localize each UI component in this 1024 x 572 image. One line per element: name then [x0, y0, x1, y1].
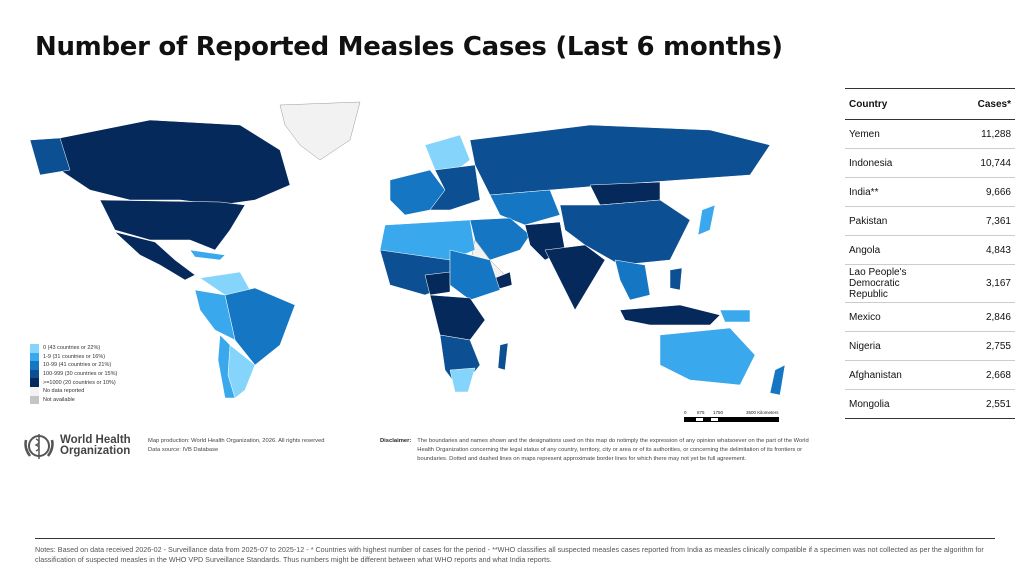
region-philippines	[669, 267, 683, 291]
region-greenland	[279, 101, 361, 161]
region-china	[559, 199, 691, 266]
legend-label: 100-999 (30 countries or 15%)	[43, 371, 118, 378]
table-row: Nigeria 2,755	[845, 331, 1015, 361]
region-australia	[659, 327, 756, 386]
country-cell: Afghanistan	[845, 360, 943, 390]
region-madagascar	[497, 342, 509, 371]
table-row: Mexico 2,846	[845, 302, 1015, 332]
region-sudan-ethiopia	[449, 249, 501, 301]
region-nigeria	[424, 271, 451, 296]
region-india	[544, 244, 606, 311]
region-south-africa	[449, 367, 476, 393]
page-title: Number of Reported Measles Cases (Last 6…	[35, 32, 783, 62]
who-name-line1: World Health	[60, 434, 131, 446]
region-central-africa	[429, 294, 486, 341]
legend-item: 100-999 (30 countries or 15%)	[30, 369, 118, 379]
cases-cell: 9,666	[943, 177, 1015, 207]
disclaimer-text: The boundaries and names shown and the d…	[417, 438, 809, 462]
country-cell: Yemen	[845, 119, 943, 149]
region-japan	[697, 204, 716, 236]
table-row: Indonesia 10,744	[845, 148, 1015, 178]
disclaimer-label: Disclaimer:	[380, 438, 412, 444]
scale-tick: 3500 Kilometers	[746, 410, 779, 415]
legend-swatch	[30, 352, 39, 362]
region-usa	[99, 199, 246, 251]
table-row: Afghanistan 2,668	[845, 360, 1015, 390]
cases-cell: 10,744	[943, 148, 1015, 178]
legend-item: Not available	[30, 395, 117, 405]
country-cell: Indonesia	[845, 148, 943, 178]
cases-cell: 7,361	[943, 206, 1015, 236]
map-legend: 0 (43 countries or 22%) 1-9 (31 countrie…	[30, 344, 118, 405]
country-cell: Pakistan	[845, 206, 943, 236]
who-name-line2: Organization	[60, 445, 131, 457]
column-header-country: Country	[845, 88, 943, 120]
legend-item: 10-99 (41 countries or 21%)	[30, 361, 117, 370]
country-cell: Nigeria	[845, 331, 943, 361]
cases-cell: 11,288	[943, 119, 1015, 149]
legend-label: 1-9 (31 countries or 16%)	[43, 353, 106, 360]
region-alaska	[30, 137, 71, 176]
legend-item: No data reported	[30, 386, 117, 396]
region-mexico	[114, 231, 196, 281]
legend-item: 0 (43 countries or 22%)	[30, 344, 117, 353]
top-countries-table: Country Cases* Yemen 11,288 Indonesia 10,74…	[845, 88, 1015, 419]
country-cell: Mongolia	[845, 389, 943, 419]
who-logo: World Health Organization	[22, 430, 131, 462]
region-indonesia	[619, 304, 721, 326]
column-header-cases: Cases*	[943, 88, 1015, 120]
region-peru	[194, 289, 236, 341]
map-info: Map production: World Health Organizatio…	[148, 437, 324, 455]
cases-cell: 2,755	[943, 331, 1015, 361]
footnotes: Notes: Based on data received 2026-02 - …	[35, 538, 995, 565]
table-row: Mongolia 2,551	[845, 389, 1015, 419]
country-cell: Mexico	[845, 302, 943, 332]
legend-item: 1-9 (31 countries or 16%)	[30, 352, 117, 362]
legend-swatch	[30, 386, 39, 396]
region-canada	[49, 119, 291, 206]
region-se-asia	[614, 259, 651, 301]
table-row: Angola 4,843	[845, 235, 1015, 265]
region-png	[719, 309, 751, 323]
world-map	[30, 101, 786, 399]
legend-swatch	[30, 344, 39, 353]
who-emblem-icon	[24, 434, 54, 459]
scale-tick: 1750	[713, 410, 724, 415]
cases-cell: 2,551	[943, 389, 1015, 419]
map-production: Map production: World Health Organizatio…	[148, 438, 325, 444]
table-row: Lao People's Democratic Republic 3,167	[845, 264, 1015, 303]
disclaimer: Disclaimer: The boundaries and names sho…	[380, 437, 817, 464]
legend-label: Not available	[43, 396, 75, 403]
table-row: Pakistan 7,361	[845, 206, 1015, 236]
cases-cell: 4,843	[943, 235, 1015, 265]
region-new-zealand	[769, 364, 786, 396]
table-header: Country Cases*	[845, 88, 1015, 120]
country-cell: Angola	[845, 235, 943, 265]
legend-label: 0 (43 countries or 22%)	[43, 345, 101, 352]
scale-bar: 0 875 1750 3500 Kilometers	[684, 410, 794, 422]
scale-tick: 0	[684, 410, 687, 415]
legend-label: 10-99 (41 countries or 21%)	[43, 362, 112, 369]
legend-swatch	[30, 361, 39, 370]
cases-cell: 2,846	[943, 302, 1015, 332]
country-cell: Lao People's Democratic Republic	[845, 264, 943, 303]
country-cell: India**	[845, 177, 943, 207]
legend-swatch	[30, 369, 39, 379]
legend-swatch	[30, 378, 39, 387]
cases-cell: 3,167	[943, 264, 1015, 303]
region-russia	[469, 124, 771, 196]
legend-label: No data reported	[43, 388, 85, 395]
region-chile	[217, 334, 236, 399]
table-row: India** 9,666	[845, 177, 1015, 207]
legend-item: >=1000 (20 countries or 10%)	[30, 378, 117, 387]
region-caribbean	[189, 249, 226, 261]
table-row: Yemen 11,288	[845, 119, 1015, 149]
legend-label: >=1000 (20 countries or 10%)	[43, 379, 116, 386]
scale-tick: 875	[697, 410, 705, 415]
cases-cell: 2,668	[943, 360, 1015, 390]
data-source: Data source: IVB Database	[148, 447, 219, 453]
region-central-asia	[489, 189, 561, 226]
legend-swatch	[30, 395, 39, 405]
